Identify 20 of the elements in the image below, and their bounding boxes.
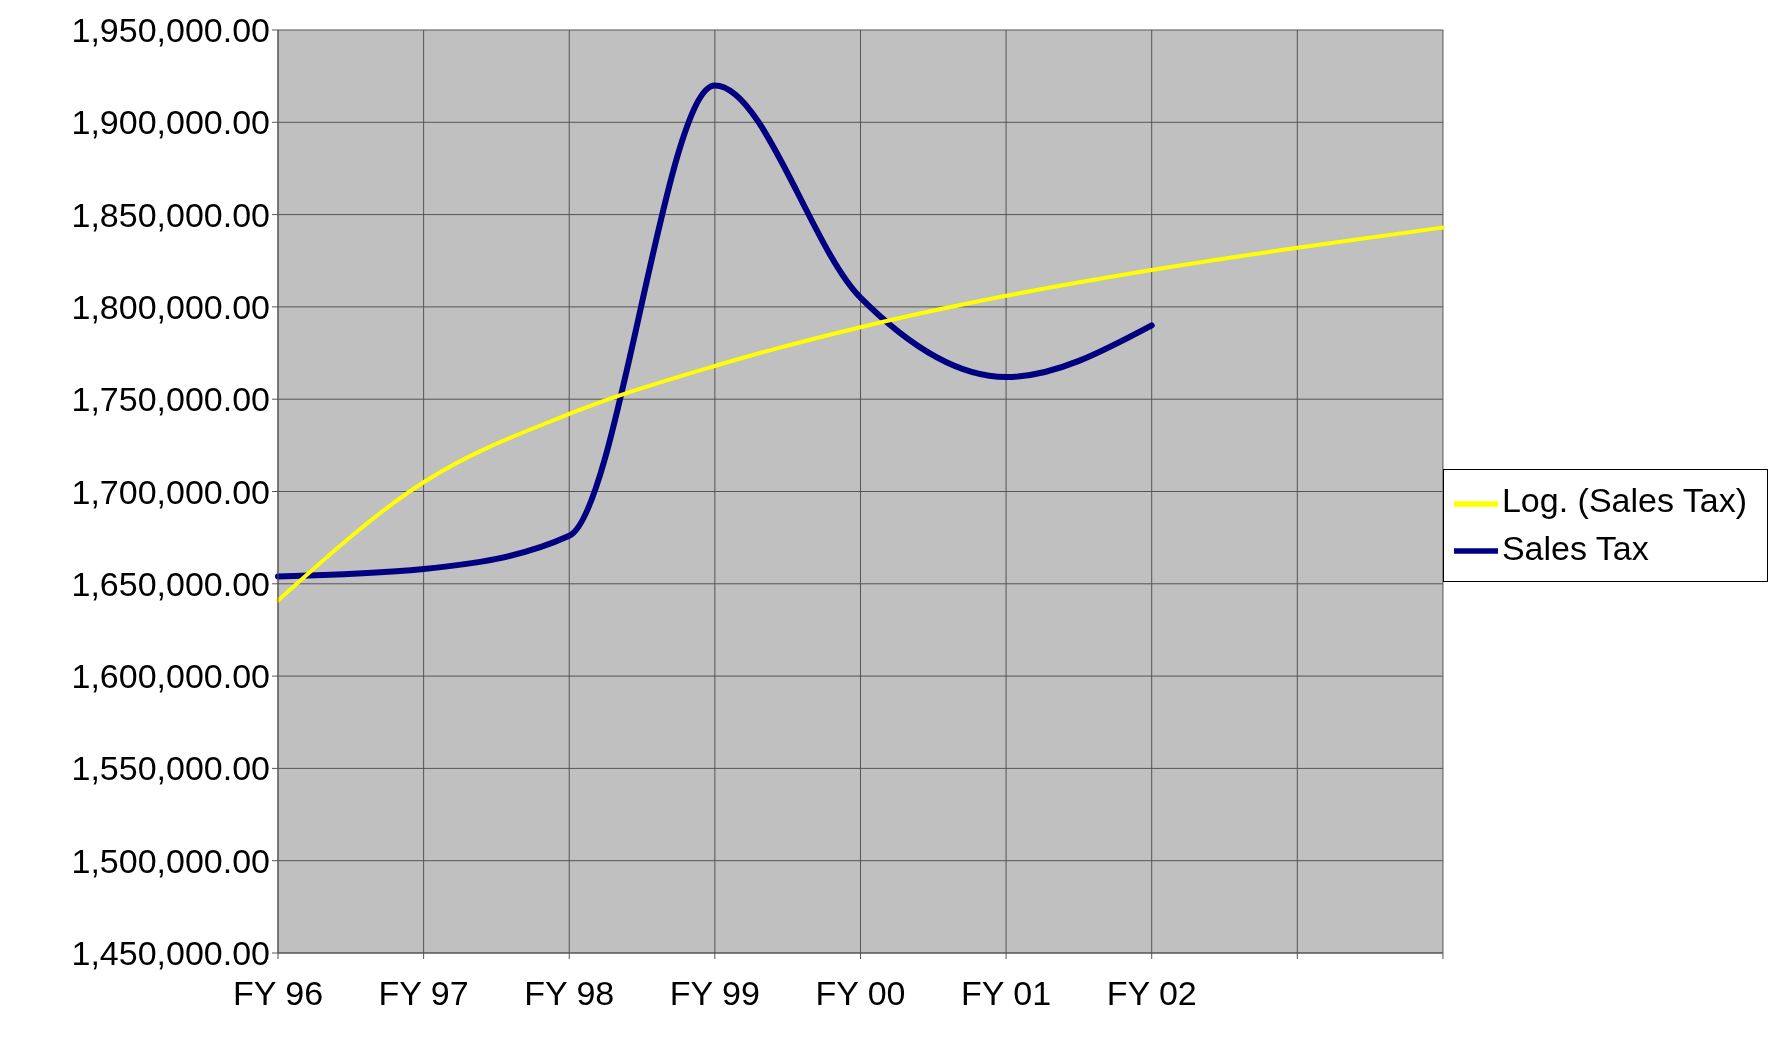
x-tick-label: FY 98 — [524, 974, 615, 1013]
y-tick-label: 1,450,000.00 — [71, 934, 270, 973]
x-tick-label: FY 02 — [1106, 974, 1197, 1013]
legend-label: Sales Tax — [1501, 528, 1649, 567]
y-tick-label: 1,650,000.00 — [71, 564, 270, 603]
x-tick-label: FY 96 — [232, 974, 324, 1013]
x-tick-label: FY 01 — [961, 974, 1052, 1013]
x-tick-label: FY 99 — [669, 974, 760, 1013]
y-tick-label: 1,800,000.00 — [71, 287, 270, 326]
y-tick-label: 1,750,000.00 — [71, 380, 270, 419]
legend-label: Log. (Sales Tax) — [1501, 481, 1747, 520]
y-tick-label: 1,550,000.00 — [71, 749, 270, 788]
x-tick-label: FY 97 — [378, 974, 469, 1013]
y-tick-label: 1,850,000.00 — [71, 195, 270, 234]
y-tick-label: 1,900,000.00 — [71, 103, 270, 142]
y-tick-label: 1,600,000.00 — [71, 657, 270, 696]
y-tick-label: 1,500,000.00 — [71, 841, 270, 880]
x-tick-label: FY 00 — [815, 974, 906, 1013]
y-tick-label: 1,950,000.00 — [71, 11, 270, 50]
y-tick-label: 1,700,000.00 — [71, 472, 270, 511]
